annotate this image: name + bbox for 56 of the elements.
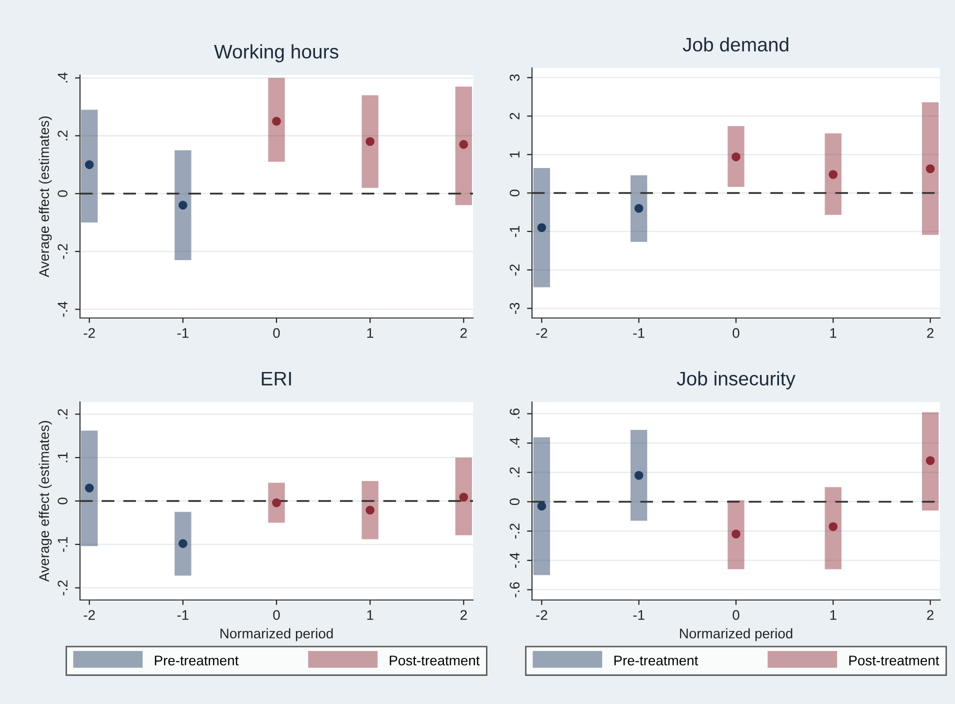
y-tick-label: -.4 bbox=[58, 302, 68, 317]
chart-title: Working hours bbox=[214, 44, 338, 62]
x-tick-label: 2 bbox=[927, 328, 934, 338]
y-tick-label: 0 bbox=[58, 498, 68, 504]
legend-label: Pre-treatment bbox=[154, 656, 239, 666]
legend-label: Pre-treatment bbox=[614, 656, 698, 666]
y-tick-label: -2 bbox=[510, 264, 520, 276]
x-tick-label: 1 bbox=[830, 328, 836, 338]
y-tick-label: 0 bbox=[510, 190, 520, 196]
x-tick-label: 1 bbox=[367, 610, 374, 620]
x-tick-label: -1 bbox=[177, 328, 188, 338]
y-tick-label: -.2 bbox=[510, 524, 520, 539]
y-tick-label: -.4 bbox=[510, 552, 520, 568]
y-tick-label: -.1 bbox=[58, 536, 68, 552]
y-tick-label: -3 bbox=[510, 302, 520, 314]
y-axis-title: Average effect (estimates) bbox=[38, 421, 52, 582]
y-tick-label: 1 bbox=[510, 151, 520, 158]
y-tick-label: -1 bbox=[510, 226, 520, 238]
x-tick-label: -1 bbox=[177, 610, 188, 620]
x-tick-label: 1 bbox=[830, 610, 836, 620]
y-axis-title: Average effect (estimates) bbox=[38, 116, 52, 278]
chart-title: ERI bbox=[262, 372, 291, 386]
chart-title: Job insecurity bbox=[676, 371, 796, 390]
y-tick-label: 0 bbox=[510, 498, 520, 506]
x-tick-label: -1 bbox=[633, 610, 644, 620]
y-tick-label: .4 bbox=[58, 72, 68, 82]
y-tick-label: 0 bbox=[58, 190, 68, 197]
y-tick-label: -.2 bbox=[58, 580, 68, 596]
y-tick-label: 3 bbox=[510, 74, 520, 81]
legend-label: Post-treatment bbox=[849, 656, 940, 666]
x-tick-label: -2 bbox=[84, 610, 95, 620]
y-tick-label: .6 bbox=[510, 408, 520, 418]
x-tick-label: 2 bbox=[927, 610, 934, 620]
x-tick-label: 0 bbox=[273, 328, 280, 338]
x-tick-label: -2 bbox=[84, 328, 95, 338]
y-tick-label: .2 bbox=[510, 467, 520, 477]
y-tick-label: .2 bbox=[58, 409, 68, 419]
x-tick-label: 0 bbox=[732, 328, 740, 338]
y-tick-label: .2 bbox=[58, 130, 68, 140]
x-tick-label: 2 bbox=[460, 328, 467, 338]
x-tick-label: 0 bbox=[732, 610, 740, 620]
x-tick-label: 1 bbox=[367, 328, 374, 338]
y-tick-label: -.6 bbox=[510, 582, 520, 598]
y-tick-label: 2 bbox=[510, 112, 520, 120]
y-tick-label: .1 bbox=[58, 452, 68, 462]
x-tick-label: -1 bbox=[633, 328, 644, 338]
x-tick-label: -2 bbox=[536, 610, 548, 620]
legend-label: Post-treatment bbox=[390, 656, 480, 666]
y-tick-label: .4 bbox=[510, 438, 520, 448]
x-tick-label: 0 bbox=[273, 610, 280, 620]
x-tick-label: -2 bbox=[536, 328, 548, 338]
chart-title: Job demand bbox=[682, 37, 788, 52]
x-axis-title: Normarized period bbox=[680, 628, 792, 642]
y-tick-label: -.2 bbox=[58, 244, 68, 259]
x-axis-title: Normarized period bbox=[220, 628, 333, 642]
x-tick-label: 2 bbox=[460, 610, 467, 620]
